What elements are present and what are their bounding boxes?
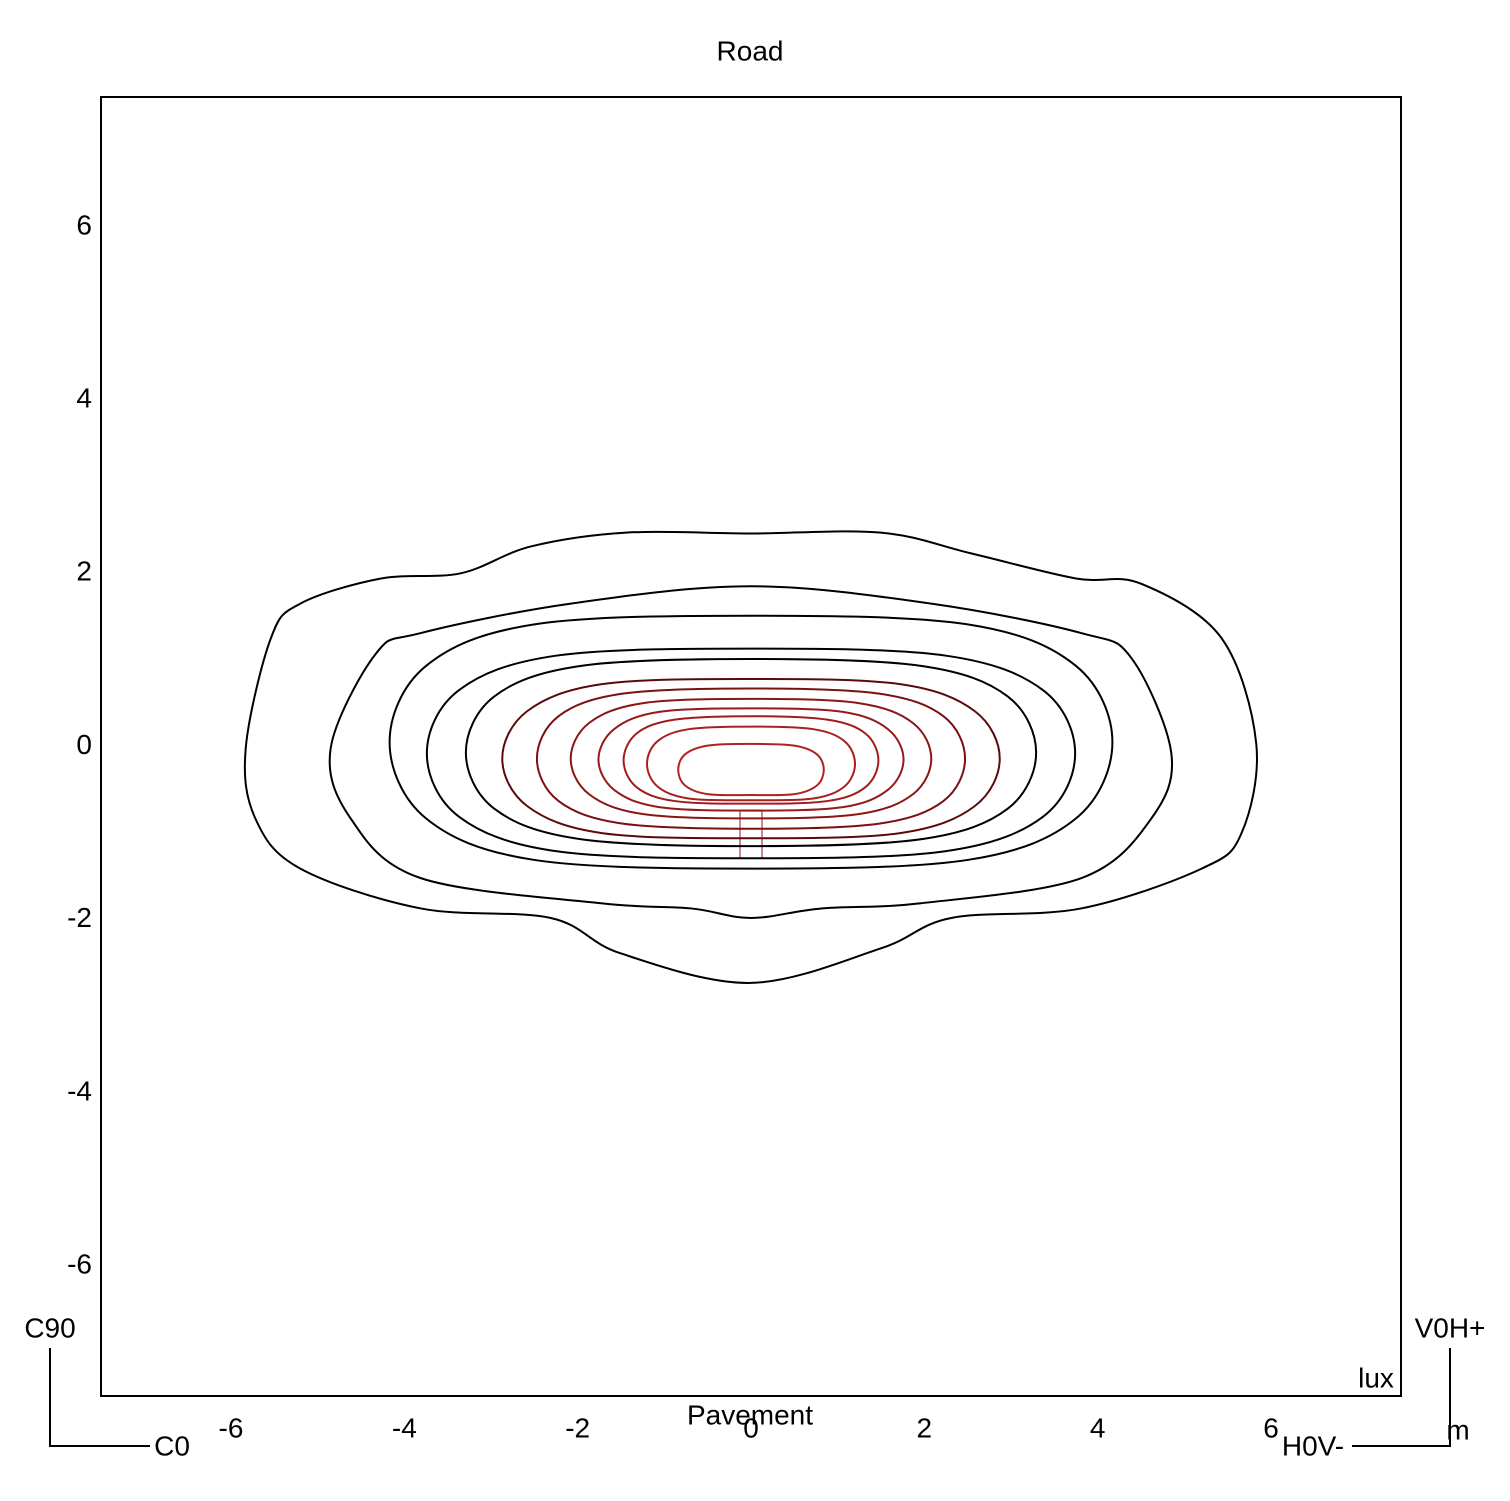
y-tick-label: 0 xyxy=(76,729,92,760)
isolux-contour xyxy=(243,530,1258,984)
orientation-label: C90 xyxy=(24,1312,75,1343)
y-tick-label: -4 xyxy=(67,1075,92,1106)
x-tick-label: 2 xyxy=(917,1412,933,1443)
length-unit: m xyxy=(1446,1414,1469,1445)
isolux-contour xyxy=(569,697,933,820)
y-tick-label: 4 xyxy=(76,382,92,413)
x-tick-label: -2 xyxy=(565,1412,590,1443)
luminaire-marker xyxy=(739,809,763,859)
isolux-contour xyxy=(388,614,1114,870)
orientation-label: C0 xyxy=(154,1430,190,1461)
x-tick-label: 6 xyxy=(1263,1412,1279,1443)
x-tick-label: 4 xyxy=(1090,1412,1106,1443)
orientation-right xyxy=(1352,1348,1451,1447)
y-tick-label: 6 xyxy=(76,209,92,240)
orientation-left xyxy=(49,1348,150,1447)
x-tick-label: 0 xyxy=(743,1412,759,1443)
orientation-label: V0H+ xyxy=(1415,1312,1486,1343)
isolux-contour xyxy=(328,585,1174,919)
orientation-label: H0V- xyxy=(1282,1430,1344,1461)
isolux-contour xyxy=(535,687,967,830)
isolux-contour xyxy=(501,677,1001,840)
chart-title: Road xyxy=(717,35,784,66)
unit-label: lux xyxy=(1358,1362,1394,1393)
x-tick-label: -4 xyxy=(392,1412,417,1443)
isolux-contour xyxy=(597,707,905,812)
x-tick-label: -6 xyxy=(219,1412,244,1443)
isolux-contour xyxy=(677,742,825,797)
y-tick-label: -6 xyxy=(67,1248,92,1279)
isolux-contour xyxy=(425,647,1077,860)
plot-frame xyxy=(100,96,1402,1397)
x-axis-label: Pavement xyxy=(687,1399,813,1430)
y-tick-label: 2 xyxy=(76,556,92,587)
y-tick-label: -2 xyxy=(67,902,92,933)
isolux-contour xyxy=(464,658,1038,848)
isolux-contour xyxy=(645,725,857,802)
isolux-contour xyxy=(622,715,880,805)
